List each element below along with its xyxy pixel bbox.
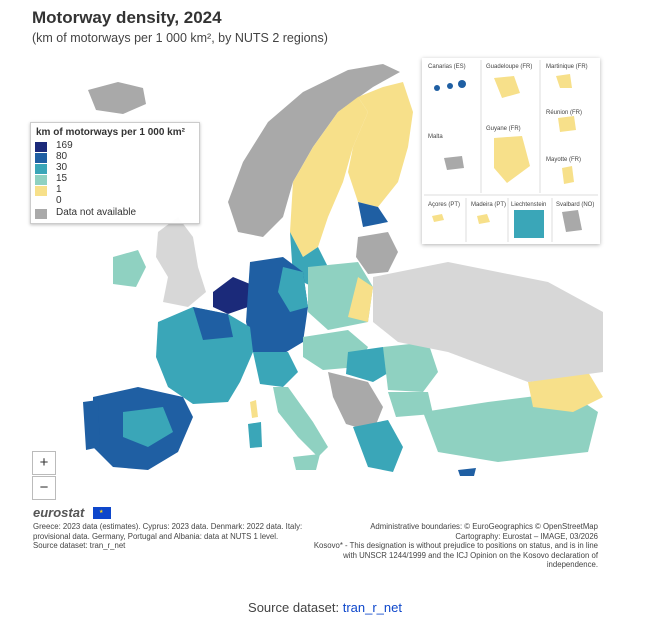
legend-label: 0 [56,195,62,206]
legend-swatch [35,209,47,219]
source-prefix: Source dataset: [248,600,343,615]
outermost-regions-insets: Canarias (ES) Guadeloupe (FR) Martinique… [422,58,600,244]
eurostat-logo: eurostat [33,505,85,520]
notes-left: Greece: 2023 data (estimates). Cyprus: 2… [33,522,323,551]
legend-swatch [35,142,47,152]
region-poland-east[interactable] [348,277,373,322]
inset-label-madeira: Madeira (PT) [471,202,507,208]
legend-swatch [35,153,47,163]
note-cartography: Cartography: Eurostat – IMAGE, 03/2026 [455,531,598,541]
inset-label-reunion: Réunion (FR) [546,110,583,116]
region-italy-north[interactable] [253,352,298,387]
legend-label: 1 [56,184,62,195]
inset-label-guyane: Guyane (FR) [486,126,521,132]
note-data-remarks: Greece: 2023 data (estimates). Cyprus: 2… [33,522,303,541]
legend-swatch [35,175,47,185]
chart-title: Motorway density, 2024 [32,8,222,27]
legend-label: 80 [56,151,68,162]
region-greece[interactable] [353,420,403,472]
region-norway[interactable] [228,64,400,237]
region-uk[interactable] [156,217,206,307]
region-benelux[interactable] [213,277,250,314]
inset-label-svalbard: Svalbard (NO) [556,202,595,208]
legend-swatch [35,164,47,174]
region-turkey-east[interactable] [528,372,603,412]
region-france-north[interactable] [193,307,233,340]
legend-title: km of motorways per 1 000 km² [36,127,185,138]
inset-label-acores: Açores (PT) [428,202,461,208]
inset-label-malta: Malta [428,134,443,140]
inset-label-canarias: Canarias (ES) [428,64,466,70]
map-canvas[interactable] [28,52,608,507]
insets-art [424,60,598,242]
note-source-dataset: Source dataset: tran_r_net [33,541,126,551]
region-balkans[interactable] [328,372,383,432]
legend-label: 169 [56,140,73,151]
inset-label-mayotte: Mayotte (FR) [546,157,582,163]
region-baltic[interactable] [356,232,398,274]
region-ireland[interactable] [113,250,146,287]
legend-label: 30 [56,162,68,173]
legend-label: Data not available [56,207,137,218]
region-portugal[interactable] [83,400,100,450]
region-romania[interactable] [383,342,438,392]
source-dataset: Source dataset: tran_r_net [0,600,650,615]
inset-label-liechtenstein: Liechtenstein [511,202,547,208]
note-boundaries: Administrative boundaries: © EuroGeograp… [370,522,598,531]
notes-right: Administrative boundaries: © EuroGeograp… [302,522,598,570]
region-east[interactable] [373,262,603,382]
map-legend: km of motorways per 1 000 km² 169 80 30 … [30,122,200,224]
region-bulgaria[interactable] [388,392,433,417]
region-sweden[interactable] [290,97,368,257]
region-corsica[interactable] [250,400,258,418]
legend-swatch [35,186,47,196]
zoom-in-button[interactable]: + [32,451,56,475]
europe-map[interactable] [28,52,608,507]
region-finland-south[interactable] [358,202,388,227]
region-sicily[interactable] [293,454,320,470]
region-sardinia[interactable] [248,422,262,448]
region-germany-east[interactable] [278,267,308,312]
zoom-out-button[interactable]: − [32,476,56,500]
region-finland[interactable] [348,82,413,207]
region-italy[interactable] [273,387,328,457]
note-kosovo: Kosovo* - This designation is without pr… [313,541,598,570]
inset-label-martinique: Martinique (FR) [546,64,588,70]
region-cyprus[interactable] [458,468,476,476]
source-link[interactable]: tran_r_net [342,600,402,615]
eu-flag-icon: ★ [93,507,111,519]
region-iceland[interactable] [88,82,146,114]
chart-subtitle: (km of motorways per 1 000 km², by NUTS … [32,31,328,45]
inset-label-guadeloupe: Guadeloupe (FR) [486,64,533,70]
legend-label: 15 [56,173,68,184]
region-spain-interior[interactable] [123,407,173,447]
